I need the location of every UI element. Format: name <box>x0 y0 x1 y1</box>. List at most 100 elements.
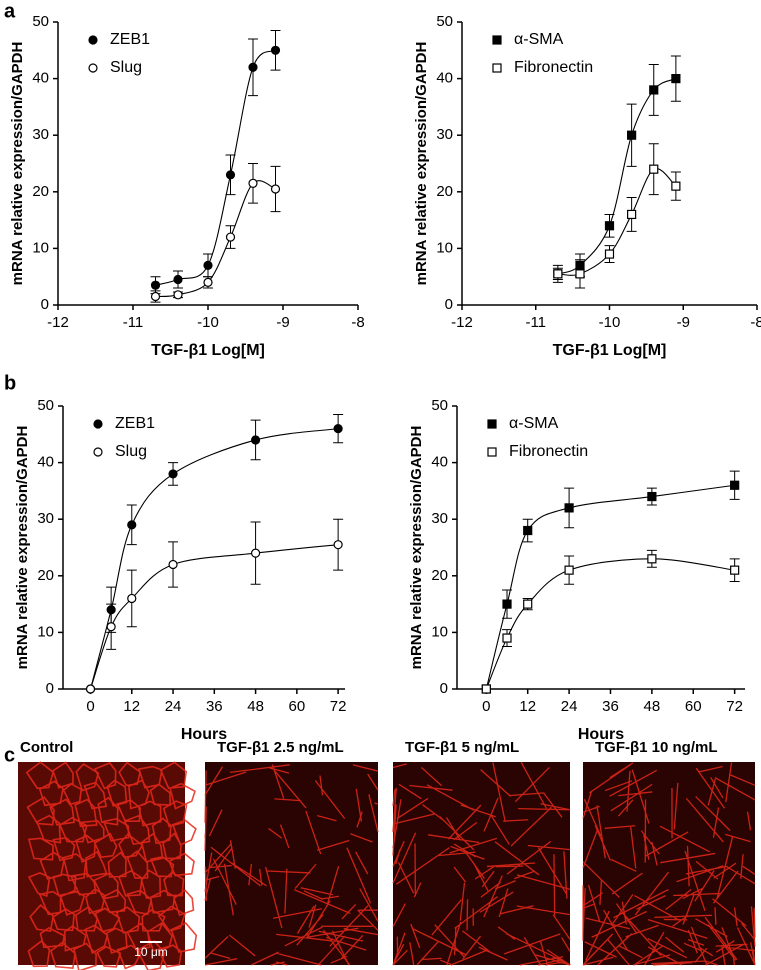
y-tick-label: 20 <box>436 183 453 200</box>
marker <box>250 435 261 445</box>
marker <box>671 181 681 191</box>
legend-marker <box>492 63 502 73</box>
marker <box>333 540 343 550</box>
y-tick-label: 0 <box>46 680 54 697</box>
x-tick-label: 24 <box>561 698 578 715</box>
y-tick-label: 0 <box>445 296 453 313</box>
panel-label: c <box>4 744 15 766</box>
marker <box>225 170 236 180</box>
y-tick-label: 30 <box>32 126 49 143</box>
x-tick-label: -12 <box>47 314 69 331</box>
marker <box>502 633 512 643</box>
legend-marker <box>487 447 497 457</box>
marker <box>333 424 343 434</box>
y-tick-label: 10 <box>431 623 448 640</box>
y-tick-label: 0 <box>41 296 49 313</box>
legend-marker <box>88 35 98 45</box>
y-tick-label: 40 <box>436 70 453 87</box>
x-tick-label: 36 <box>206 698 223 715</box>
legend-marker <box>88 63 98 73</box>
x-tick-label: -10 <box>599 314 621 331</box>
marker <box>553 269 563 279</box>
x-tick-label: 72 <box>330 698 347 715</box>
micrograph <box>392 761 571 966</box>
legend-marker <box>93 447 103 457</box>
marker <box>168 559 178 570</box>
cell-edges <box>392 761 571 966</box>
image-label: TGF-β1 5 ng/mL <box>405 739 519 756</box>
legend-label: Slug <box>110 59 142 76</box>
marker <box>627 130 637 140</box>
micrograph <box>582 762 756 966</box>
marker <box>730 480 740 490</box>
y-tick-label: 40 <box>431 454 448 471</box>
marker <box>173 274 183 285</box>
micrograph <box>18 761 198 970</box>
marker <box>248 178 258 188</box>
y-axis-title: mRNA relative expression/GAPDH <box>14 426 31 670</box>
legend-marker <box>93 419 103 429</box>
image-label: TGF-β1 10 ng/mL <box>595 739 718 756</box>
marker <box>730 565 740 575</box>
x-tick-label: -10 <box>197 314 219 331</box>
y-tick-label: 40 <box>32 70 49 87</box>
marker <box>575 269 585 279</box>
y-tick-label: 20 <box>37 567 54 584</box>
marker <box>647 491 657 502</box>
x-tick-label: -11 <box>525 314 546 331</box>
x-tick-label: 12 <box>123 698 140 715</box>
marker <box>564 503 574 513</box>
legend-label: α-SMA <box>514 31 564 48</box>
marker <box>150 291 161 302</box>
x-tick-label: 48 <box>247 698 264 715</box>
cell-edges <box>582 762 756 966</box>
y-tick-label: 30 <box>431 510 448 527</box>
marker <box>203 277 213 287</box>
legend-marker <box>492 35 502 45</box>
marker <box>248 62 258 72</box>
y-tick-label: 30 <box>436 126 453 143</box>
micrograph-bg <box>583 762 755 965</box>
fit-line <box>557 78 677 275</box>
y-tick-label: 50 <box>32 13 49 30</box>
marker <box>523 525 533 536</box>
y-tick-label: 30 <box>37 510 54 527</box>
panel-label: a <box>4 0 16 22</box>
marker <box>502 599 512 609</box>
marker <box>671 73 681 84</box>
marker <box>604 249 615 259</box>
x-tick-label: 24 <box>165 698 182 715</box>
y-tick-label: 10 <box>32 239 49 256</box>
y-tick-label: 50 <box>37 397 54 414</box>
micrograph <box>204 762 379 966</box>
x-tick-label: -8 <box>351 314 364 331</box>
micrograph-bg <box>18 762 185 965</box>
y-tick-label: 10 <box>37 623 54 640</box>
x-axis-title: Hours <box>181 726 227 743</box>
marker <box>270 184 281 194</box>
x-tick-label: 60 <box>289 698 306 715</box>
panel-label: b <box>4 372 16 394</box>
marker <box>106 622 116 632</box>
fit-line <box>485 484 735 690</box>
y-tick-label: 20 <box>32 183 49 200</box>
fit-line <box>89 428 339 690</box>
marker <box>649 85 659 95</box>
marker <box>481 684 491 694</box>
marker <box>127 593 137 604</box>
marker <box>250 548 261 558</box>
marker <box>523 599 533 609</box>
x-tick-label: -9 <box>677 314 690 331</box>
cell-edges <box>25 761 198 970</box>
cell-edges <box>204 764 379 966</box>
marker <box>647 554 657 564</box>
x-tick-label: -11 <box>123 314 144 331</box>
marker <box>649 164 659 174</box>
x-tick-label: 72 <box>726 698 743 715</box>
x-tick-label: 0 <box>482 698 490 715</box>
micrograph-bg <box>393 762 570 965</box>
y-tick-label: 50 <box>431 397 448 414</box>
x-tick-label: 0 <box>86 698 94 715</box>
fit-line <box>485 558 735 690</box>
y-tick-label: 0 <box>440 680 448 697</box>
